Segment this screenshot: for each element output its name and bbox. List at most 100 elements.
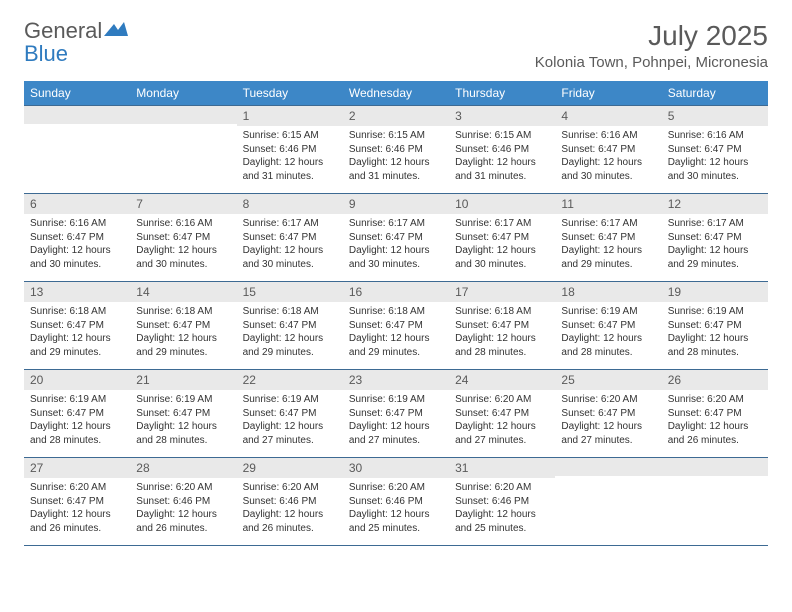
calendar-week-row: 13Sunrise: 6:18 AMSunset: 6:47 PMDayligh…	[24, 282, 768, 370]
day-details: Sunrise: 6:20 AMSunset: 6:47 PMDaylight:…	[449, 390, 555, 452]
calendar-cell	[555, 458, 661, 546]
weekday-header: Saturday	[662, 81, 768, 106]
calendar-cell: 22Sunrise: 6:19 AMSunset: 6:47 PMDayligh…	[237, 370, 343, 458]
weekday-header: Monday	[130, 81, 236, 106]
sunset-text: Sunset: 6:47 PM	[30, 231, 124, 245]
sunrise-text: Sunrise: 6:17 AM	[455, 217, 549, 231]
daylight-text: Daylight: 12 hours and 29 minutes.	[136, 332, 230, 359]
calendar-cell: 6Sunrise: 6:16 AMSunset: 6:47 PMDaylight…	[24, 194, 130, 282]
daylight-text: Daylight: 12 hours and 31 minutes.	[349, 156, 443, 183]
sunset-text: Sunset: 6:47 PM	[668, 319, 762, 333]
calendar-week-row: 27 Sunrise: 6:20 AM Sunset: 6:47 PM Dayligh…	[24, 458, 768, 546]
daylight-text: Daylight: 12 hours and 25 minutes.	[455, 508, 549, 535]
day-details: Sunrise: 6:19 AMSunset: 6:47 PMDaylight:…	[24, 390, 130, 452]
sunrise-text: Sunrise: 6:15 AM	[243, 129, 337, 143]
sunset-text: Sunset: 6:46 PM	[136, 495, 230, 509]
calendar-cell: 16Sunrise: 6:18 AMSunset: 6:47 PMDayligh…	[343, 282, 449, 370]
day-number: 2	[343, 106, 449, 126]
calendar-cell: 12Sunrise: 6:17 AMSunset: 6:47 PMDayligh…	[662, 194, 768, 282]
day-details: Sunrise: 6:17 AMSunset: 6:47 PMDaylight:…	[449, 214, 555, 276]
calendar-week-row: 20Sunrise: 6:19 AMSunset: 6:47 PMDayligh…	[24, 370, 768, 458]
daylight-text: Daylight: 12 hours and 28 minutes.	[136, 420, 230, 447]
sunrise-text: Sunrise: 6:17 AM	[349, 217, 443, 231]
day-details: Sunrise: 6:16 AMSunset: 6:47 PMDaylight:…	[130, 214, 236, 276]
daylight-text: Daylight: 12 hours and 29 minutes.	[349, 332, 443, 359]
day-number: 23	[343, 370, 449, 390]
day-number: 22	[237, 370, 343, 390]
daylight-text: Daylight: 12 hours and 28 minutes.	[455, 332, 549, 359]
day-number: 29	[237, 458, 343, 478]
calendar-cell: 17Sunrise: 6:18 AMSunset: 6:47 PMDayligh…	[449, 282, 555, 370]
day-number: 21	[130, 370, 236, 390]
day-number: 11	[555, 194, 661, 214]
day-number: 30	[343, 458, 449, 478]
day-number: 12	[662, 194, 768, 214]
day-number: 24	[449, 370, 555, 390]
day-details: Sunrise: 6:16 AMSunset: 6:47 PMDaylight:…	[555, 126, 661, 188]
calendar-cell: 29Sunrise: 6:20 AMSunset: 6:46 PMDayligh…	[237, 458, 343, 546]
sunrise-text: Sunrise: 6:16 AM	[136, 217, 230, 231]
day-details: Sunrise: 6:18 AMSunset: 6:47 PMDaylight:…	[130, 302, 236, 364]
day-details: Sunrise: 6:17 AMSunset: 6:47 PMDaylight:…	[237, 214, 343, 276]
day-details: Sunrise: 6:20 AMSunset: 6:46 PMDaylight:…	[449, 478, 555, 540]
calendar-week-row: 6Sunrise: 6:16 AMSunset: 6:47 PMDaylight…	[24, 194, 768, 282]
sunset-text: Sunset: 6:46 PM	[243, 143, 337, 157]
calendar-cell: 25Sunrise: 6:20 AMSunset: 6:47 PMDayligh…	[555, 370, 661, 458]
weekday-header: Thursday	[449, 81, 555, 106]
daylight-text: Daylight: 12 hours and 30 minutes.	[455, 244, 549, 271]
sunset-text: Sunset: 6:47 PM	[30, 319, 124, 333]
sunrise-text: Sunrise: 6:20 AM	[243, 481, 337, 495]
day-number: 19	[662, 282, 768, 302]
calendar-cell: 10Sunrise: 6:17 AMSunset: 6:47 PMDayligh…	[449, 194, 555, 282]
calendar-cell	[24, 106, 130, 194]
day-number: 31	[449, 458, 555, 478]
calendar-cell: 7Sunrise: 6:16 AMSunset: 6:47 PMDaylight…	[130, 194, 236, 282]
sunset-text: Sunset: 6:46 PM	[349, 143, 443, 157]
header-right: July 2025 Kolonia Town, Pohnpei, Microne…	[535, 20, 768, 71]
daylight-text: Daylight: 12 hours and 30 minutes.	[243, 244, 337, 271]
day-details: Sunrise: 6:19 AMSunset: 6:47 PMDaylight:…	[343, 390, 449, 452]
calendar-cell: 28Sunrise: 6:20 AMSunset: 6:46 PMDayligh…	[130, 458, 236, 546]
sunrise-text: Sunrise: 6:16 AM	[668, 129, 762, 143]
sunrise-text: Sunrise: 6:19 AM	[349, 393, 443, 407]
sunrise-text: Sunrise: 6:19 AM	[30, 393, 124, 407]
daylight-text: Daylight: 12 hours and 26 minutes.	[668, 420, 762, 447]
calendar-cell: 8Sunrise: 6:17 AMSunset: 6:47 PMDaylight…	[237, 194, 343, 282]
sunset-text: Sunset: 6:47 PM	[30, 495, 124, 509]
brand-name-2: Blue	[24, 41, 68, 66]
daylight-text: Daylight: 12 hours and 28 minutes.	[668, 332, 762, 359]
day-number: 26	[662, 370, 768, 390]
weekday-header: Sunday	[24, 81, 130, 106]
sunrise-text: Sunrise: 6:19 AM	[561, 305, 655, 319]
day-number: 15	[237, 282, 343, 302]
calendar-cell: 27Sunrise: 6:20 AMSunset: 6:47 PMDayligh…	[24, 458, 130, 546]
sunrise-text: Sunrise: 6:17 AM	[668, 217, 762, 231]
sunrise-text: Sunrise: 6:16 AM	[561, 129, 655, 143]
brand-name-1: General	[24, 18, 102, 43]
sunrise-text: Sunrise: 6:20 AM	[561, 393, 655, 407]
day-number: 27	[24, 458, 130, 478]
day-details: Sunrise: 6:19 AMSunset: 6:47 PMDaylight:…	[662, 302, 768, 364]
day-number	[662, 458, 768, 476]
daylight-text: Daylight: 12 hours and 28 minutes.	[30, 420, 124, 447]
day-number: 4	[555, 106, 661, 126]
weekday-header: Tuesday	[237, 81, 343, 106]
sunrise-text: Sunrise: 6:19 AM	[136, 393, 230, 407]
day-number: 8	[237, 194, 343, 214]
calendar-cell: 20Sunrise: 6:19 AMSunset: 6:47 PMDayligh…	[24, 370, 130, 458]
calendar-cell: 13Sunrise: 6:18 AMSunset: 6:47 PMDayligh…	[24, 282, 130, 370]
sunrise-text: Sunrise: 6:20 AM	[349, 481, 443, 495]
daylight-text: Daylight: 12 hours and 31 minutes.	[455, 156, 549, 183]
sunrise-text: Sunrise: 6:18 AM	[455, 305, 549, 319]
day-details: Sunrise: 6:16 AMSunset: 6:47 PMDaylight:…	[662, 126, 768, 188]
day-number: 10	[449, 194, 555, 214]
sunset-text: Sunset: 6:47 PM	[349, 231, 443, 245]
daylight-text: Daylight: 12 hours and 29 minutes.	[243, 332, 337, 359]
calendar-week-row: 1Sunrise: 6:15 AMSunset: 6:46 PMDaylight…	[24, 106, 768, 194]
sunset-text: Sunset: 6:46 PM	[349, 495, 443, 509]
day-number: 25	[555, 370, 661, 390]
sunrise-text: Sunrise: 6:18 AM	[136, 305, 230, 319]
day-details: Sunrise: 6:20 AMSunset: 6:46 PMDaylight:…	[343, 478, 449, 540]
day-number	[24, 106, 130, 124]
calendar-cell: 18Sunrise: 6:19 AMSunset: 6:47 PMDayligh…	[555, 282, 661, 370]
